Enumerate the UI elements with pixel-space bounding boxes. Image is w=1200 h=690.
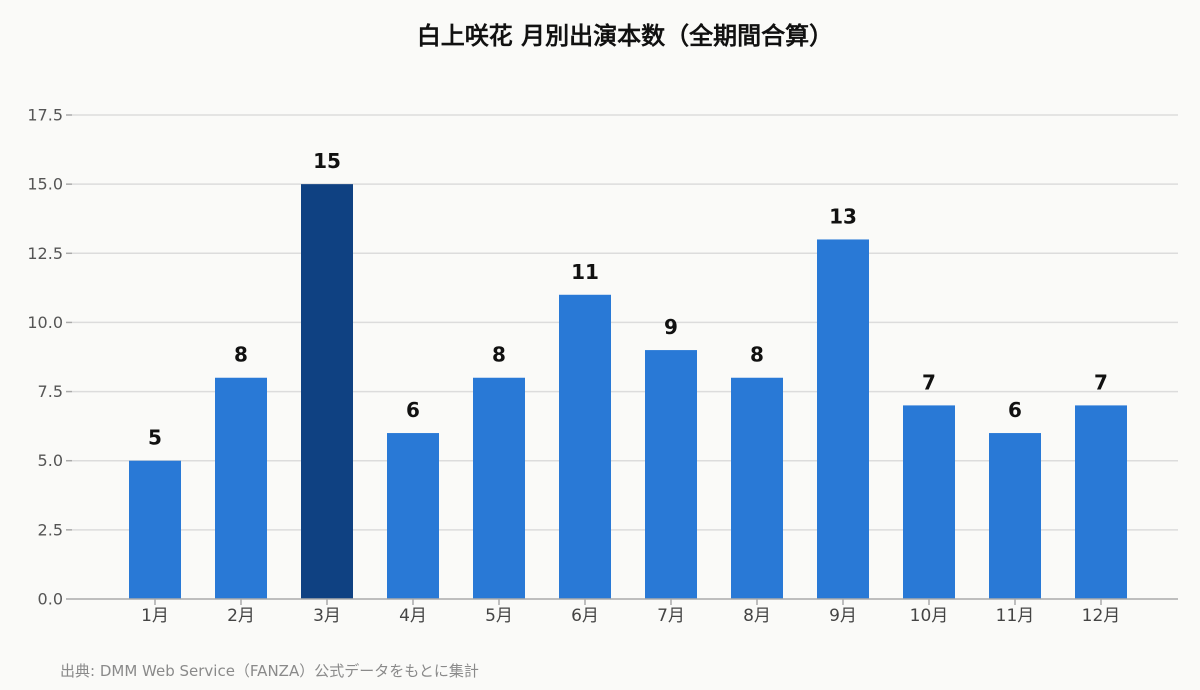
x-tick-label: 12月 <box>1082 606 1121 626</box>
bar <box>817 239 869 599</box>
data-label: 15 <box>313 149 341 173</box>
bar <box>473 377 525 599</box>
y-tick-label: 7.5 <box>38 382 63 401</box>
bar <box>989 433 1041 599</box>
x-tick-label: 9月 <box>829 606 857 626</box>
y-tick-label: 15.0 <box>27 175 63 194</box>
data-label: 6 <box>406 398 420 422</box>
bar <box>387 433 439 599</box>
x-tick-label: 7月 <box>657 606 685 626</box>
x-tick-label: 10月 <box>910 606 949 626</box>
y-tick-label: 5.0 <box>38 451 63 470</box>
x-tick-label: 4月 <box>399 606 427 626</box>
bar <box>645 350 697 599</box>
source-note: 出典: DMM Web Service（FANZA）公式データをもとに集計 <box>60 662 479 680</box>
x-tick-label: 5月 <box>485 606 513 626</box>
x-tick-label: 2月 <box>227 606 255 626</box>
data-label: 11 <box>571 260 599 284</box>
data-label: 7 <box>1094 370 1108 394</box>
y-tick-label: 10.0 <box>27 313 63 332</box>
data-label: 8 <box>492 343 506 367</box>
bar <box>731 377 783 599</box>
x-tick-label: 11月 <box>996 606 1035 626</box>
chart-title: 白上咲花 月別出演本数（全期間合算） <box>416 22 834 50</box>
x-tick-label: 1月 <box>141 606 169 626</box>
data-label: 9 <box>664 315 678 339</box>
y-tick-label: 2.5 <box>38 520 63 539</box>
data-label: 8 <box>750 343 764 367</box>
data-label: 13 <box>829 204 857 228</box>
data-label: 5 <box>148 426 162 450</box>
bar <box>301 184 353 599</box>
x-tick-label: 8月 <box>743 606 771 626</box>
bar <box>1075 405 1127 599</box>
data-label: 8 <box>234 343 248 367</box>
x-tick-label: 6月 <box>571 606 599 626</box>
x-tick-label: 3月 <box>313 606 341 626</box>
y-tick-label: 12.5 <box>27 244 63 263</box>
data-label: 6 <box>1008 398 1022 422</box>
y-tick-label: 17.5 <box>27 106 63 125</box>
y-tick-label: 0.0 <box>38 590 63 609</box>
data-label: 7 <box>922 370 936 394</box>
bar <box>903 405 955 599</box>
bar <box>215 377 267 599</box>
bar <box>559 294 611 599</box>
bar <box>129 460 181 599</box>
